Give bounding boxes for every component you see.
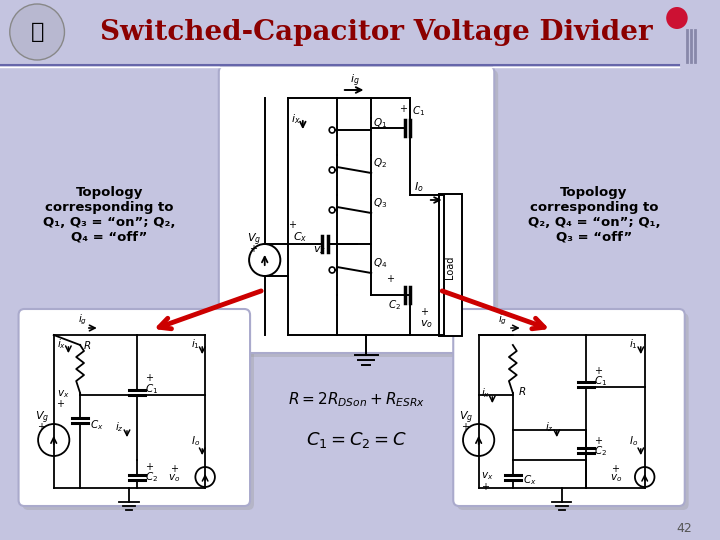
Text: $C_2$: $C_2$ xyxy=(388,298,401,312)
Text: Switched-Capacitor Voltage Divider: Switched-Capacitor Voltage Divider xyxy=(100,19,652,46)
Text: $C_x$: $C_x$ xyxy=(293,230,307,244)
Text: $i_z$: $i_z$ xyxy=(115,420,124,434)
FancyBboxPatch shape xyxy=(219,66,494,353)
Text: $+$: $+$ xyxy=(249,243,258,254)
Text: $i_x$: $i_x$ xyxy=(480,386,490,400)
Circle shape xyxy=(10,4,65,60)
Text: $i_1$: $i_1$ xyxy=(192,337,200,351)
Text: $I_o$: $I_o$ xyxy=(192,434,201,448)
Text: $C_2$: $C_2$ xyxy=(145,470,158,484)
Text: $+$: $+$ xyxy=(594,435,603,446)
Text: $+$: $+$ xyxy=(399,103,408,114)
Text: $C_2$: $C_2$ xyxy=(594,444,607,458)
Text: 42: 42 xyxy=(676,522,692,535)
Text: $i_1$: $i_1$ xyxy=(629,337,638,351)
Text: $i_g$: $i_g$ xyxy=(78,313,87,327)
Text: $+$: $+$ xyxy=(480,481,490,492)
FancyBboxPatch shape xyxy=(454,309,685,506)
Text: $I_o$: $I_o$ xyxy=(414,180,424,194)
FancyBboxPatch shape xyxy=(22,313,254,510)
Text: $i_z$: $i_z$ xyxy=(545,420,554,434)
Text: $+$: $+$ xyxy=(461,421,470,432)
Text: $v_o$: $v_o$ xyxy=(610,472,622,484)
Text: $V_g$: $V_g$ xyxy=(459,409,473,426)
Text: $C_1 = C_2 = C$: $C_1 = C_2 = C$ xyxy=(306,430,407,450)
Text: $v_o$: $v_o$ xyxy=(168,472,180,484)
Text: $Q_2$: $Q_2$ xyxy=(373,156,387,170)
Text: $Q_3$: $Q_3$ xyxy=(373,196,387,210)
Text: $I_o$: $I_o$ xyxy=(629,434,638,448)
Text: $v_x$: $v_x$ xyxy=(312,244,326,256)
Text: $C_1$: $C_1$ xyxy=(594,374,607,388)
Text: $+$: $+$ xyxy=(386,273,395,284)
Text: Topology
corresponding to
Q₂, Q₄ = “on”; Q₁,
Q₃ = “off”: Topology corresponding to Q₂, Q₄ = “on”;… xyxy=(528,186,660,244)
Text: 🏛: 🏛 xyxy=(30,22,44,42)
FancyBboxPatch shape xyxy=(457,313,688,510)
Text: $+$: $+$ xyxy=(145,461,153,472)
Text: $+$: $+$ xyxy=(55,398,65,409)
Text: $C_x$: $C_x$ xyxy=(90,418,104,432)
Text: $i_x$: $i_x$ xyxy=(291,112,301,126)
Text: $i_g$: $i_g$ xyxy=(350,72,359,89)
Circle shape xyxy=(666,7,688,29)
Text: Topology
corresponding to
Q₁, Q₃ = “on”; Q₂,
Q₄ = “off”: Topology corresponding to Q₁, Q₃ = “on”;… xyxy=(43,186,176,244)
Text: $C_1$: $C_1$ xyxy=(145,382,158,396)
FancyBboxPatch shape xyxy=(19,309,250,506)
Text: $R$: $R$ xyxy=(83,339,91,351)
Text: $C_x$: $C_x$ xyxy=(523,473,536,487)
Text: $+$: $+$ xyxy=(420,306,429,317)
Text: $V_g$: $V_g$ xyxy=(247,232,261,248)
Text: $Q_1$: $Q_1$ xyxy=(373,116,387,130)
Text: $+$: $+$ xyxy=(611,463,621,474)
FancyBboxPatch shape xyxy=(222,70,498,357)
Text: $+$: $+$ xyxy=(145,372,153,383)
Text: $i_g$: $i_g$ xyxy=(498,313,508,327)
Text: Load: Load xyxy=(445,255,455,279)
Text: $Q_4$: $Q_4$ xyxy=(373,256,387,270)
Text: $R = 2R_{DSon}+R_{ESRx}$: $R = 2R_{DSon}+R_{ESRx}$ xyxy=(288,390,425,409)
Text: $V_g$: $V_g$ xyxy=(35,409,50,426)
Text: $i_x$: $i_x$ xyxy=(57,337,66,351)
Text: $+$: $+$ xyxy=(594,365,603,376)
Text: $+$: $+$ xyxy=(37,421,46,432)
Text: $v_o$: $v_o$ xyxy=(420,318,433,330)
Text: $+$: $+$ xyxy=(170,463,179,474)
Text: $v_x$: $v_x$ xyxy=(57,388,69,400)
Text: $v_x$: $v_x$ xyxy=(480,470,493,482)
Text: $C_1$: $C_1$ xyxy=(413,104,426,118)
Text: $+$: $+$ xyxy=(288,219,297,230)
FancyBboxPatch shape xyxy=(0,0,703,65)
FancyBboxPatch shape xyxy=(438,194,462,336)
Text: $R$: $R$ xyxy=(518,385,526,397)
